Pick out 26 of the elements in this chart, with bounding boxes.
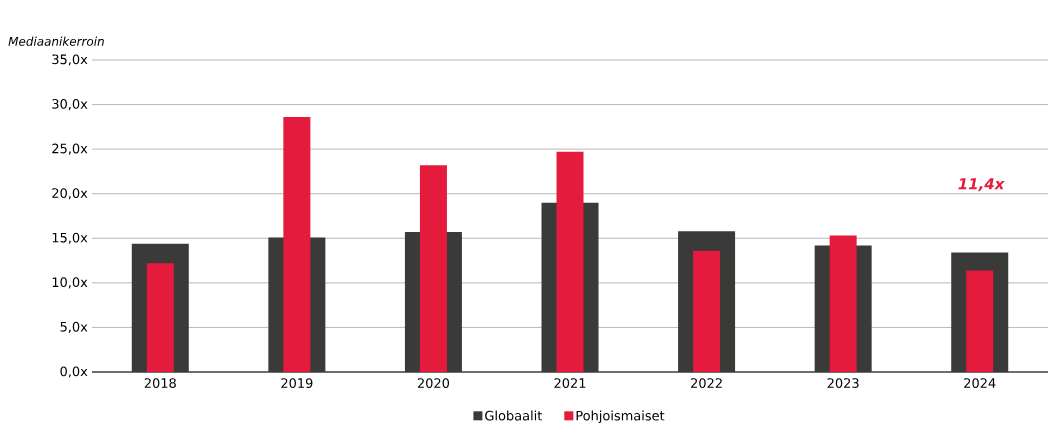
bar [283, 117, 311, 372]
y-tick-label: 30,0x [52, 99, 88, 111]
y-tick-label: 5,0x [60, 321, 88, 333]
x-tick-label: 2021 [554, 378, 586, 388]
x-tick-label: 2022 [691, 378, 722, 388]
y-tick-label: 20,0x [52, 188, 88, 200]
bar [829, 235, 857, 372]
x-tick-label: 2020 [417, 378, 450, 388]
y-tick-label: 10,0x [52, 277, 88, 289]
x-tick-label: 2019 [281, 378, 313, 388]
x-tick-label: 2023 [827, 378, 859, 388]
y-tick-label: 0,0x [60, 366, 88, 378]
y-axis-title: Mediaanikerroin [8, 36, 104, 46]
y-tick-label: 15,0x [52, 232, 88, 244]
x-tick-label: 2018 [144, 378, 176, 388]
bar [556, 151, 584, 372]
y-tick-label: 35,0x [52, 54, 88, 66]
x-tick-label: 2024 [964, 378, 996, 388]
bar [146, 263, 174, 372]
annotation: 11,4x [958, 178, 1005, 192]
bar [419, 165, 447, 372]
bar [966, 270, 994, 372]
y-tick-label: 25,0x [52, 143, 88, 155]
legend-label: Globaalit [485, 410, 543, 421]
legend-label: Pohjoismaiset [576, 410, 665, 424]
bar [693, 250, 721, 372]
